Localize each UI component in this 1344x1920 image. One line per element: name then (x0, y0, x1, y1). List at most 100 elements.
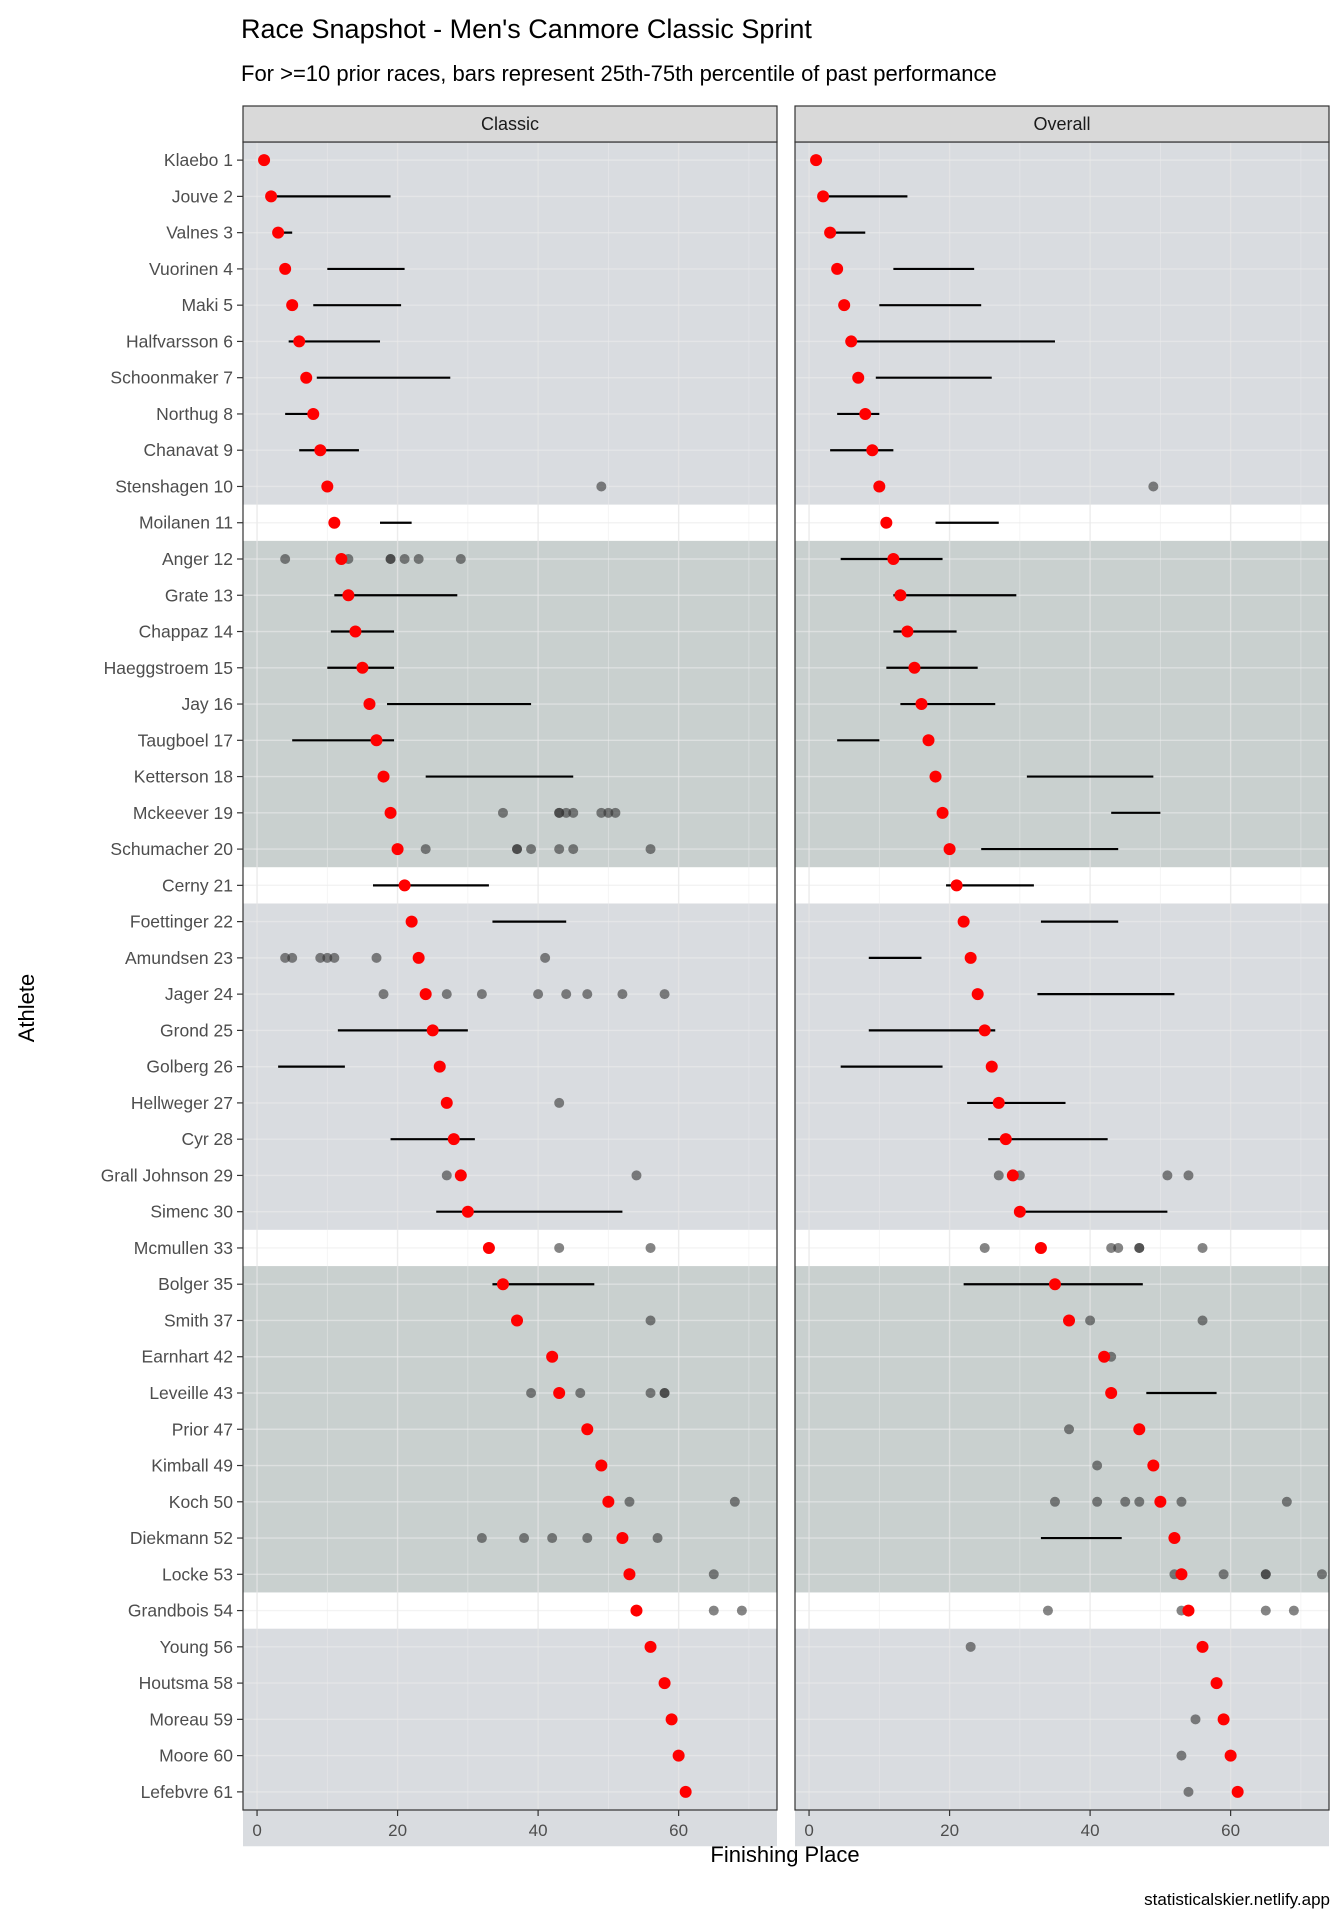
current-place-point (1196, 1640, 1209, 1653)
current-place-point (999, 1133, 1012, 1146)
current-place-point (1231, 1785, 1244, 1798)
current-place-point (391, 843, 404, 856)
current-place-point (817, 190, 830, 203)
athlete-label: Grond 25 (160, 1020, 233, 1040)
current-place-point (887, 553, 900, 565)
past-result-point (561, 989, 572, 1000)
past-result-point (736, 1605, 747, 1616)
past-result-point (1106, 1242, 1117, 1253)
current-place-point (454, 1169, 467, 1182)
current-place-point (258, 154, 271, 167)
x-axis-title: Finishing Place (710, 1842, 859, 1867)
athlete-label: Mcmullen 33 (134, 1238, 233, 1258)
current-place-point (1147, 1459, 1160, 1472)
background-band (795, 1628, 1329, 1847)
current-place-point (824, 226, 837, 239)
current-place-point (672, 1749, 685, 1762)
chart-title: Race Snapshot - Men's Canmore Classic Sp… (241, 14, 812, 44)
athlete-label: Bolger 35 (158, 1274, 233, 1294)
past-result-point (1183, 1786, 1194, 1797)
past-result-point (645, 1242, 656, 1253)
past-result-point (1064, 1424, 1075, 1435)
current-place-point (1048, 1278, 1061, 1291)
past-result-point (1281, 1496, 1292, 1507)
athlete-label: Moore 60 (159, 1746, 233, 1766)
current-place-point (1224, 1749, 1237, 1762)
current-place-point (922, 734, 935, 747)
current-place-point (908, 661, 921, 674)
past-result-point (645, 844, 656, 855)
current-place-point (831, 262, 844, 275)
past-result-point (659, 989, 670, 1000)
athlete-axis: Klaebo 1 Jouve 2 Valnes 3 Vuorinen 4 Maki 5 H… (101, 150, 243, 1802)
past-result-point (413, 554, 424, 564)
current-place-point (936, 806, 949, 819)
athlete-label: Smith 37 (164, 1310, 233, 1330)
current-place-point (1182, 1604, 1195, 1617)
current-place-point (929, 770, 942, 783)
current-place-point (398, 879, 411, 892)
current-place-point (964, 951, 977, 964)
background-band (795, 142, 1329, 505)
current-place-point (602, 1495, 615, 1508)
athlete-label: Halfvarsson 6 (126, 331, 233, 351)
past-result-point (519, 1533, 530, 1544)
athlete-label: Stenshagen 10 (115, 476, 233, 496)
past-result-point (329, 952, 340, 963)
past-result-point (554, 1242, 565, 1253)
athlete-label: Chanavat 9 (143, 440, 233, 460)
current-place-point (623, 1568, 636, 1581)
chart-subtitle: For >=10 prior races, bars represent 25t… (241, 61, 997, 86)
current-place-point (957, 915, 970, 928)
past-result-point (645, 1388, 656, 1398)
past-result-point (659, 1388, 670, 1398)
current-place-point (419, 988, 432, 1001)
current-place-point (496, 1278, 509, 1291)
past-result-point (729, 1496, 740, 1507)
past-result-point (420, 844, 431, 855)
past-result-point (708, 1569, 719, 1580)
current-place-point (880, 516, 893, 529)
athlete-label: Simenc 30 (150, 1202, 233, 1222)
athlete-label: Foettinger 22 (130, 912, 233, 932)
past-result-point (1260, 1605, 1271, 1616)
past-result-point (631, 1170, 642, 1181)
facet-strip (242, 105, 778, 143)
x-tick-label: 0 (804, 1821, 813, 1840)
past-result-point (1085, 1315, 1096, 1326)
past-result-point (617, 989, 628, 1000)
past-result-point (315, 952, 326, 963)
past-result-point (596, 481, 607, 492)
current-place-point (342, 589, 355, 602)
past-result-point (1113, 1242, 1124, 1253)
athlete-label: Chappaz 14 (139, 622, 234, 642)
past-result-point (1042, 1605, 1053, 1616)
current-place-point (992, 1096, 1005, 1109)
current-place-point (852, 371, 865, 384)
current-place-point (433, 1060, 446, 1073)
past-result-point (280, 952, 291, 963)
current-place-point (1168, 1532, 1181, 1545)
athlete-label: Mckeever 19 (133, 803, 233, 823)
past-result-point (554, 844, 565, 855)
athlete-label: Valnes 3 (166, 223, 233, 243)
past-result-point (1260, 1569, 1271, 1580)
current-place-point (321, 480, 334, 493)
current-place-point (1013, 1205, 1026, 1218)
past-result-point (1134, 1242, 1145, 1253)
current-place-point (1006, 1169, 1019, 1182)
current-place-point (1133, 1423, 1146, 1436)
past-result-point (652, 1533, 663, 1544)
past-result-point (280, 554, 291, 564)
y-axis-title: Athlete (14, 974, 39, 1043)
current-place-point (901, 625, 914, 638)
current-place-point (356, 661, 369, 674)
current-place-point (644, 1640, 657, 1653)
athlete-label: Jay 16 (181, 694, 233, 714)
past-result-point (385, 554, 396, 564)
past-result-point (1218, 1569, 1229, 1580)
current-place-point (581, 1423, 594, 1436)
athlete-label: Jager 24 (165, 984, 233, 1004)
past-result-point (547, 1533, 558, 1544)
